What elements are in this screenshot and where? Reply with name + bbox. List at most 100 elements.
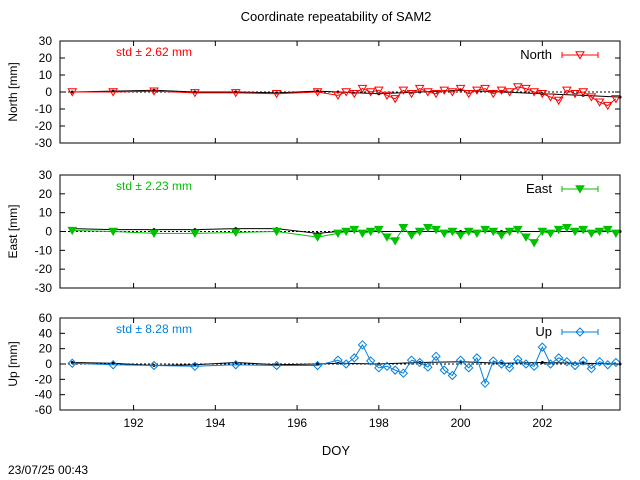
data-point-east xyxy=(455,231,466,240)
data-point-east xyxy=(463,227,474,237)
plot-frame xyxy=(59,40,621,144)
data-point-east xyxy=(504,227,515,237)
data-point-north xyxy=(341,88,352,97)
data-point-north xyxy=(390,95,401,104)
data-point-east xyxy=(488,227,499,237)
x-tick-label: 202 xyxy=(532,416,552,430)
data-point-north xyxy=(365,88,376,97)
x-tick-label: 200 xyxy=(451,416,471,430)
data-point-up xyxy=(521,359,531,369)
data-point-east xyxy=(312,233,323,242)
data-point-up xyxy=(594,356,605,367)
data-point-up xyxy=(365,356,376,366)
y-tick-label: 30 xyxy=(39,34,53,48)
y-tick-label: 10 xyxy=(39,206,53,220)
data-point-up xyxy=(447,370,458,381)
data-point-north xyxy=(149,87,159,96)
data-point-east xyxy=(390,237,401,246)
data-point-up xyxy=(529,361,539,372)
reference-point xyxy=(193,363,197,367)
data-point-up xyxy=(67,358,77,368)
data-point-north xyxy=(439,86,450,95)
data-point-north xyxy=(521,84,531,94)
data-point-east xyxy=(333,229,343,238)
data-point-east xyxy=(529,239,540,248)
data-point-up xyxy=(423,362,433,372)
data-point-north xyxy=(537,90,548,99)
data-point-up xyxy=(603,360,613,370)
y-tick-label: -20 xyxy=(35,119,53,133)
data-point-up xyxy=(406,355,417,365)
data-point-north xyxy=(382,91,392,100)
legend-label-north: North xyxy=(520,47,552,62)
data-point-north xyxy=(357,84,368,94)
data-point-east xyxy=(586,229,597,238)
data-point-east xyxy=(423,224,433,233)
data-point-up xyxy=(611,357,621,368)
data-point-north xyxy=(414,84,425,94)
data-point-north xyxy=(529,88,540,97)
data-point-east xyxy=(406,231,417,240)
data-point-north xyxy=(586,93,597,102)
legend-marker-east xyxy=(575,185,585,194)
data-point-east xyxy=(357,229,368,238)
data-point-up xyxy=(570,360,580,371)
std-annotation-up: std ± 8.28 mm xyxy=(116,322,192,336)
data-point-east xyxy=(349,225,360,235)
std-annotation-north: std ± 2.62 mm xyxy=(116,45,192,59)
plot-frame xyxy=(59,174,621,289)
data-point-up xyxy=(472,353,482,363)
y-tick-label: 40 xyxy=(39,326,53,340)
data-point-north xyxy=(480,84,490,94)
data-point-up xyxy=(357,340,368,350)
data-point-north xyxy=(447,88,458,97)
data-point-north xyxy=(602,101,613,111)
y-tick-label: -10 xyxy=(35,102,53,116)
data-point-north xyxy=(463,90,474,99)
data-point-up xyxy=(374,363,384,373)
x-tick-label: 194 xyxy=(205,416,225,430)
y-axis-label-up: Up [mm] xyxy=(6,341,20,386)
data-point-up xyxy=(271,360,282,371)
legend-label-east: East xyxy=(526,181,552,196)
data-point-east xyxy=(553,225,564,235)
data-point-north xyxy=(373,86,384,95)
reference-point xyxy=(540,360,544,364)
data-point-east xyxy=(431,225,441,235)
data-point-east xyxy=(537,227,548,237)
data-point-up xyxy=(562,356,572,367)
data-point-east xyxy=(578,225,589,235)
data-point-up xyxy=(333,355,343,365)
panel-north: 30 20 10 0 -10 -20 -30 North [mm] std ± 2.62 mm N… xyxy=(6,34,622,150)
data-point-north xyxy=(472,86,482,95)
data-point-up xyxy=(578,356,588,366)
data-point-east xyxy=(67,226,78,236)
data-point-north xyxy=(406,90,417,99)
data-point-north xyxy=(488,90,499,99)
plot-frame xyxy=(59,317,621,411)
std-annotation-east: std ± 2.23 mm xyxy=(116,179,192,193)
data-point-east xyxy=(521,233,531,242)
data-point-up xyxy=(108,360,118,370)
y-tick-label: 20 xyxy=(39,51,53,65)
data-point-east xyxy=(439,229,450,238)
data-point-north xyxy=(561,86,572,95)
data-point-up xyxy=(382,361,392,372)
data-point-up xyxy=(390,365,400,375)
data-point-east xyxy=(230,228,241,238)
data-point-east xyxy=(570,227,580,237)
series-line-north xyxy=(72,86,617,107)
y-tick-label: -40 xyxy=(35,388,53,402)
data-point-east xyxy=(472,229,482,238)
y-tick-label: -20 xyxy=(35,262,53,276)
y-tick-label: 0 xyxy=(45,357,52,371)
data-point-north xyxy=(594,98,605,107)
data-point-east xyxy=(512,225,523,235)
data-point-north xyxy=(553,96,564,106)
y-axis-label-east: East [mm] xyxy=(6,204,20,258)
data-point-up xyxy=(464,363,474,373)
data-point-north xyxy=(312,88,323,97)
reference-point xyxy=(111,361,115,365)
y-tick-label: -20 xyxy=(35,372,53,386)
y-tick-label: 0 xyxy=(45,85,52,99)
